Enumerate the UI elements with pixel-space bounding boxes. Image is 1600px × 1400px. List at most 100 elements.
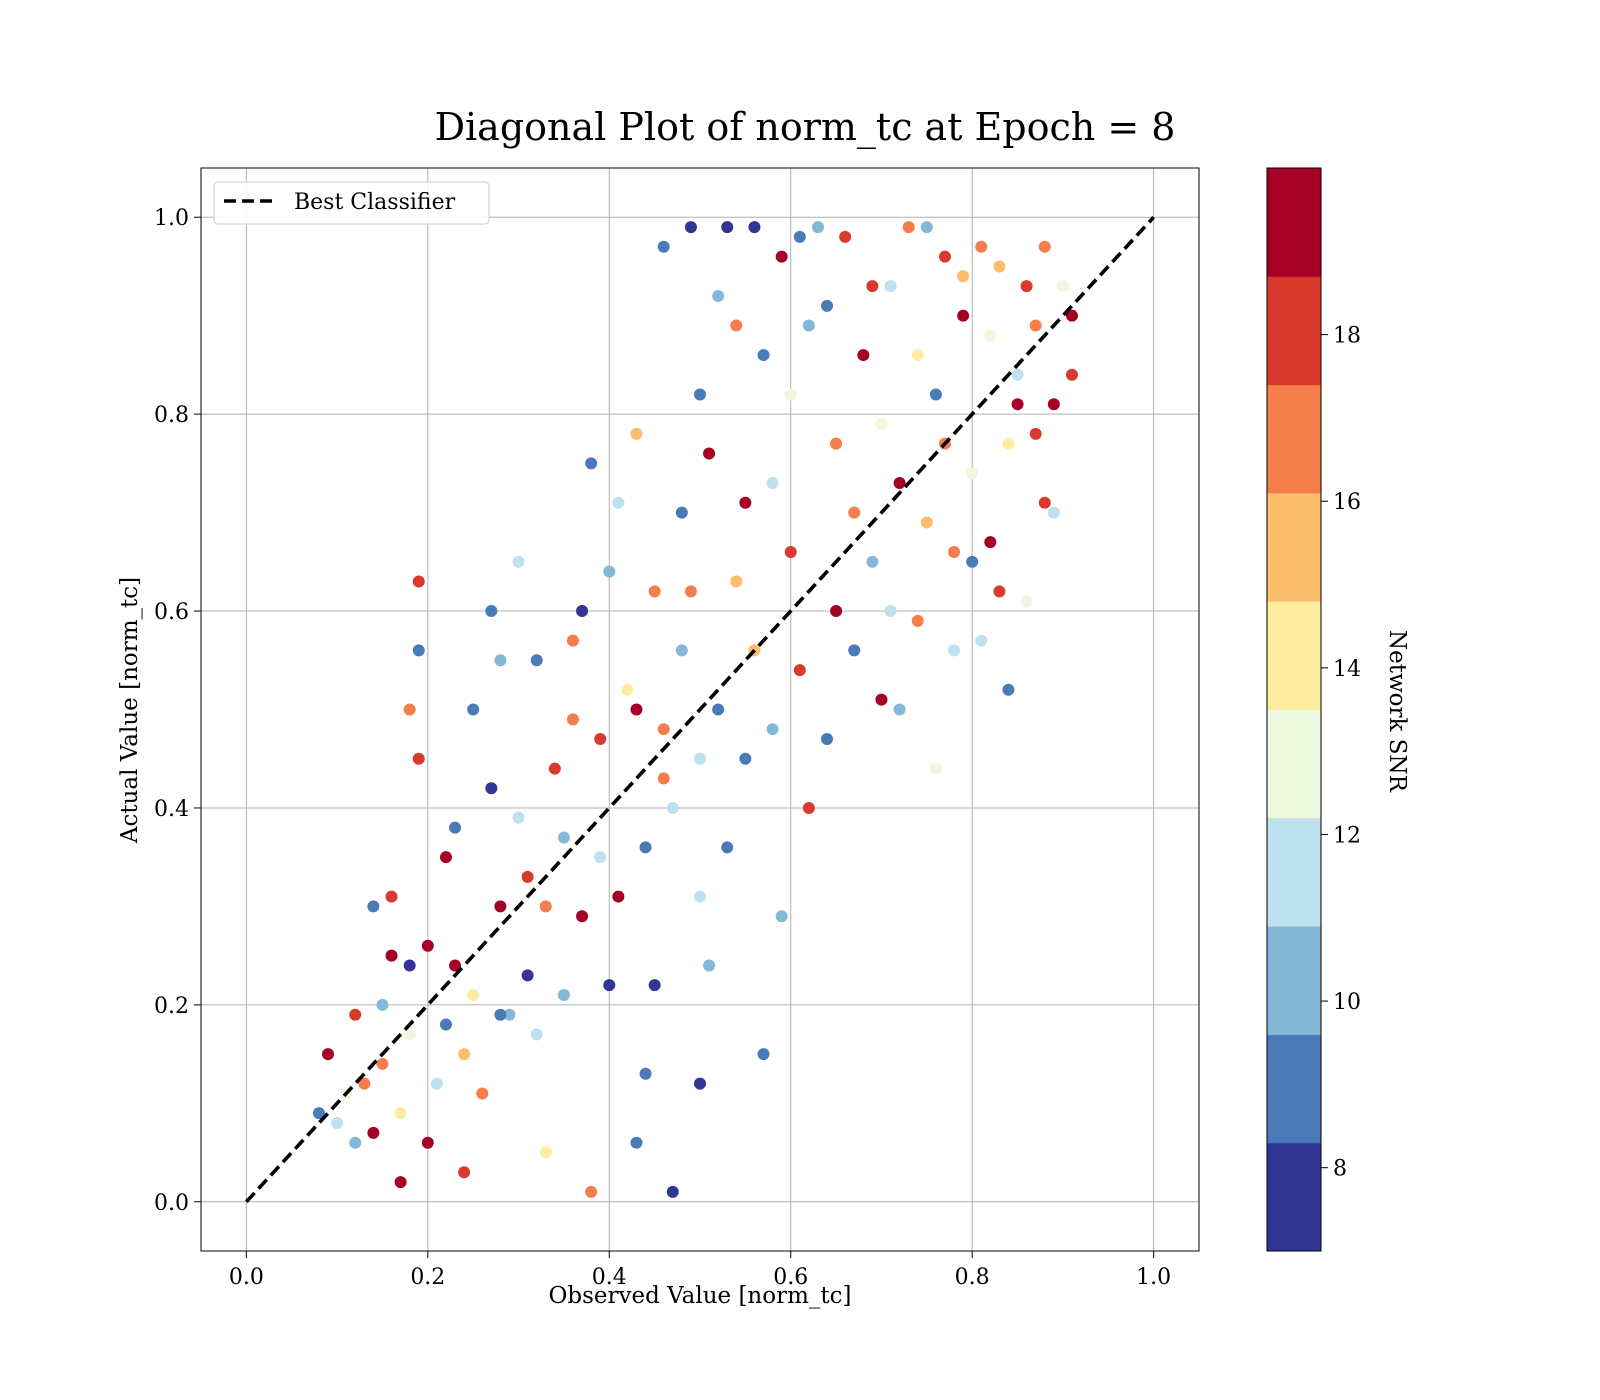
- x-tick-label: 0.6: [773, 1265, 808, 1290]
- data-point: [503, 1008, 516, 1021]
- x-axis-ticks: 0.0 0.2 0.4 0.6 0.8 1.0: [229, 1251, 1171, 1290]
- data-point: [594, 851, 607, 864]
- data-point: [394, 1107, 407, 1120]
- data-point: [376, 998, 389, 1011]
- data-point: [911, 349, 924, 362]
- data-point: [712, 703, 725, 716]
- data-point: [884, 605, 897, 618]
- colorbar-segment: [1267, 168, 1321, 277]
- y-tick-label: 0.6: [154, 600, 189, 625]
- data-point: [512, 555, 525, 568]
- data-point: [920, 516, 933, 529]
- legend-label: Best Classifier: [294, 190, 456, 215]
- data-point: [494, 654, 507, 667]
- data-point: [1002, 683, 1015, 696]
- data-point: [612, 496, 625, 509]
- data-point: [1020, 595, 1033, 608]
- data-point: [957, 270, 970, 283]
- colorbar-frame: [1266, 167, 1322, 1252]
- data-point: [748, 221, 761, 234]
- data-point: [1029, 427, 1042, 440]
- data-point: [793, 664, 806, 677]
- data-point: [630, 1136, 643, 1149]
- data-point: [367, 900, 380, 913]
- data-point: [449, 821, 462, 834]
- data-point: [557, 831, 570, 844]
- colorbar-tick-label: 10: [1333, 990, 1361, 1015]
- y-tick-label: 1.0: [154, 206, 189, 231]
- colorbar-segment: [1267, 384, 1321, 494]
- data-point: [1020, 280, 1033, 293]
- data-point: [775, 910, 788, 923]
- data-point: [739, 752, 752, 765]
- colorbar-segment: [1267, 817, 1321, 927]
- data-point: [349, 1008, 362, 1021]
- data-point: [358, 1077, 371, 1090]
- legend: Best Classifier: [213, 181, 490, 225]
- data-point: [648, 585, 661, 598]
- data-point: [630, 703, 643, 716]
- data-point: [1056, 280, 1069, 293]
- data-point: [984, 329, 997, 342]
- data-point: [412, 644, 425, 657]
- x-tick-label: 0.4: [592, 1265, 627, 1290]
- colorbar: [1266, 167, 1322, 1252]
- colorbar-tick-label: 16: [1333, 490, 1361, 515]
- data-point: [839, 230, 852, 243]
- data-point: [421, 939, 434, 952]
- data-point: [576, 910, 589, 923]
- data-point: [639, 841, 652, 854]
- data-point: [948, 545, 961, 558]
- data-point: [612, 890, 625, 903]
- data-point: [648, 979, 661, 992]
- data-point: [757, 349, 770, 362]
- data-point: [403, 1028, 416, 1041]
- data-point: [703, 447, 716, 460]
- data-point: [403, 959, 416, 972]
- data-point: [494, 900, 507, 913]
- y-tick-label: 0.4: [154, 797, 189, 822]
- data-point: [439, 1018, 452, 1031]
- y-tick-label: 0.8: [154, 403, 189, 428]
- data-point: [993, 260, 1006, 273]
- data-point: [530, 654, 543, 667]
- data-point: [1047, 506, 1060, 519]
- data-point: [485, 782, 498, 795]
- data-point: [848, 506, 861, 519]
- data-point: [802, 801, 815, 814]
- data-point: [821, 733, 834, 746]
- data-point: [403, 703, 416, 716]
- data-point: [512, 811, 525, 824]
- data-point: [412, 575, 425, 588]
- data-point: [476, 1087, 489, 1100]
- data-point: [548, 762, 561, 775]
- data-point: [675, 644, 688, 657]
- data-point: [421, 1136, 434, 1149]
- data-point: [666, 1185, 679, 1198]
- data-point: [1038, 496, 1051, 509]
- colorbar-label: Network SNR: [1384, 630, 1410, 793]
- data-point: [1029, 319, 1042, 332]
- data-point: [675, 506, 688, 519]
- data-point: [539, 1146, 552, 1159]
- data-point: [412, 752, 425, 765]
- data-point: [666, 801, 679, 814]
- colorbar-segment: [1267, 601, 1321, 710]
- data-point: [875, 693, 888, 706]
- data-point: [657, 240, 670, 253]
- data-point: [757, 1048, 770, 1061]
- data-point: [657, 772, 670, 785]
- data-point: [639, 1067, 652, 1080]
- data-point: [539, 900, 552, 913]
- x-tick-label: 0.2: [410, 1265, 445, 1290]
- data-point: [893, 703, 906, 716]
- colorbar-ticks: 8 10 12 14 16 18: [1321, 324, 1361, 1182]
- y-axis-label: Actual Value [norm_tc]: [117, 577, 143, 844]
- data-point: [821, 299, 834, 312]
- data-point: [966, 467, 979, 480]
- data-point: [1002, 437, 1015, 450]
- data-point: [349, 1136, 362, 1149]
- data-point: [521, 969, 534, 982]
- data-point: [594, 733, 607, 746]
- data-point: [975, 634, 988, 647]
